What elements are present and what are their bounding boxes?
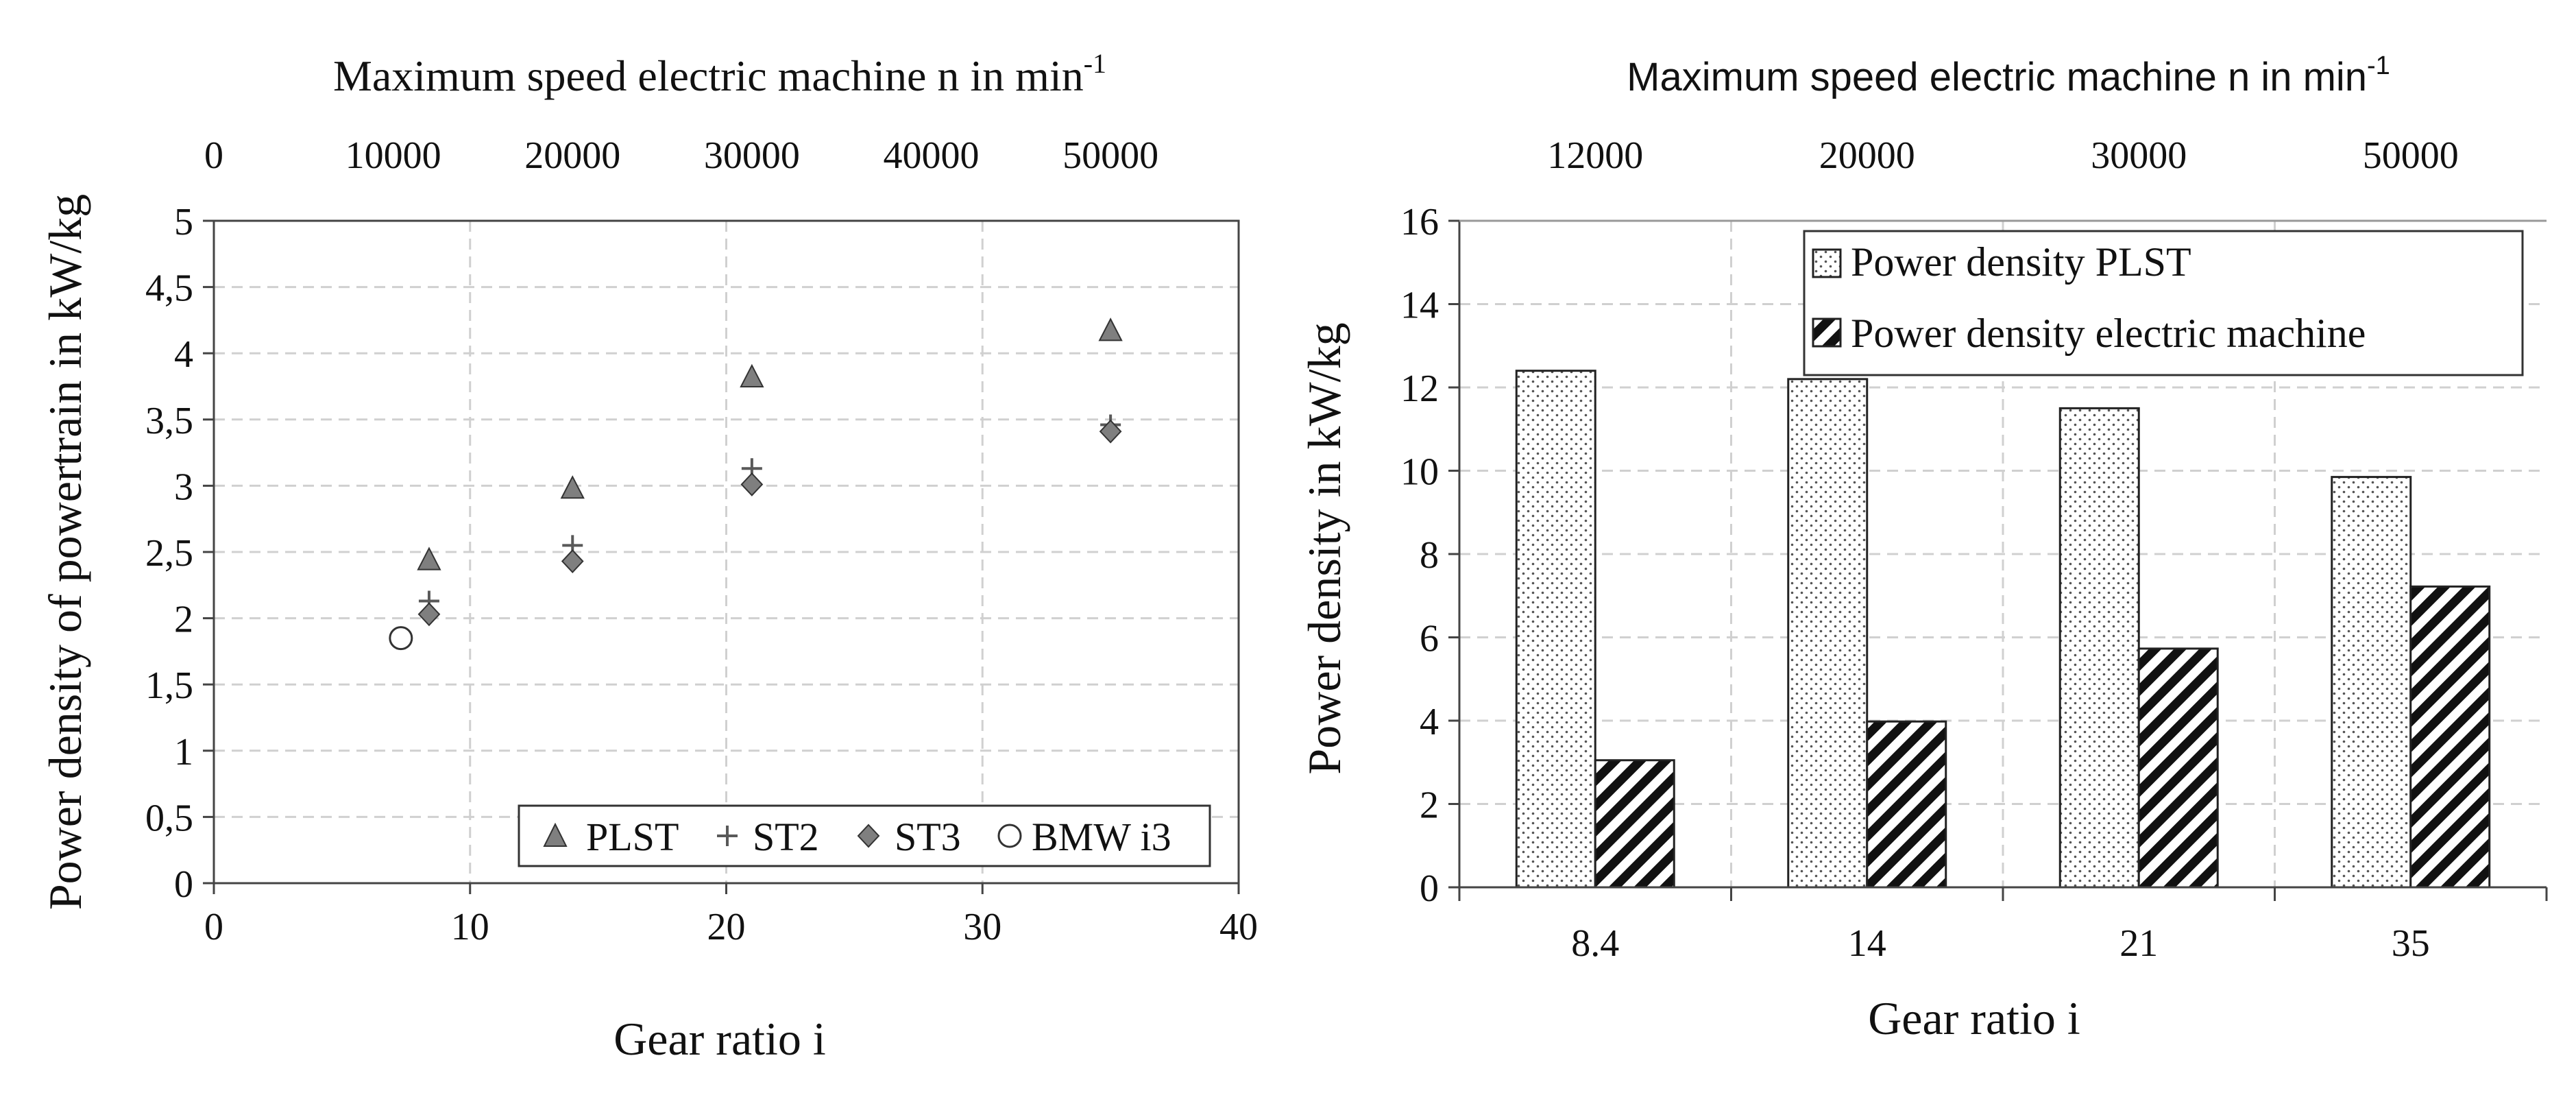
bar-y-tick-label: 4 <box>1420 701 1439 743</box>
bar-y-tick-label: 2 <box>1420 784 1439 827</box>
legend-item-st3: ST3 <box>857 815 961 859</box>
scatter-y-ticks: 0 0,5 1 1,5 2 2,5 3 3,5 4 4,5 5 <box>145 201 214 906</box>
bar-top-category-label: 50000 <box>2363 134 2459 177</box>
bar-power-density-electric-machine <box>2409 585 2491 889</box>
bar-y-tick-label: 12 <box>1400 368 1439 410</box>
bar-chart: 0 2 4 6 8 10 12 14 16 8.4 14 21 35 12000 20000 30000 5… <box>1298 51 2548 1044</box>
legend-item-plst: PLST <box>543 815 679 859</box>
scatter-top-tick-label: 20000 <box>524 134 620 177</box>
legend-item-power-density-plst: Power density PLST <box>1812 239 2191 285</box>
scatter-top-tick-label: 30000 <box>704 134 800 177</box>
bar-x-categories: 8.4 14 21 35 <box>1458 887 2548 965</box>
bar-x-category-label: 35 <box>2392 922 2430 965</box>
bar-x-axis-title: Gear ratio i <box>1868 992 2080 1044</box>
bar-y-tick-label: 14 <box>1400 285 1439 327</box>
bar-power-density-plst <box>2058 407 2140 889</box>
scatter-top-tick-label: 10000 <box>345 134 441 177</box>
scatter-chart: 0 0,5 1 1,5 2 2,5 3 3,5 4 4,5 5 0 10 20 30 40 0 10000 20… <box>39 48 1258 1065</box>
legend-item-bmw-i3: BMW i3 <box>997 815 1171 859</box>
bar-x-category-label: 14 <box>1848 922 1886 965</box>
legend-label-st2: ST2 <box>753 815 819 859</box>
legend-plus-icon <box>717 826 738 846</box>
legend-triangle-icon <box>543 822 568 847</box>
legend-label-power-density-plst: Power density PLST <box>1851 239 2191 285</box>
bar-power-density-plst <box>1515 370 1596 889</box>
bar-power-density-electric-machine <box>1866 720 1947 889</box>
bar-legend-box <box>1803 230 2524 376</box>
scatter-point-plst <box>560 475 585 499</box>
bar-top-category-label: 12000 <box>1547 134 1643 177</box>
bar-power-density-electric-machine <box>2137 647 2219 889</box>
bar-bars <box>1515 370 2491 889</box>
bar-y-tick-label: 16 <box>1400 201 1439 243</box>
legend-diamond-icon <box>857 824 880 848</box>
legend-hatched-swatch-icon <box>1812 317 1842 348</box>
legend-circle-icon <box>997 824 1022 848</box>
scatter-x-tick-label: 40 <box>1219 906 1258 948</box>
bar-x-category-label: 8.4 <box>1571 922 1619 965</box>
legend-label-bmw-i3: BMW i3 <box>1032 815 1171 859</box>
scatter-point-bmw-i3 <box>389 626 413 651</box>
scatter-y-tick-label: 2 <box>174 599 193 641</box>
scatter-point-plst <box>417 546 441 570</box>
bar-top-axis-title: Maximum speed electric machine n in min-… <box>1627 51 2390 99</box>
bar-power-density-plst <box>1787 378 1869 889</box>
scatter-y-axis-title: Power density of powertrain in kW/kg <box>39 194 91 910</box>
legend-label-power-density-electric-machine: Power density electric machine <box>1851 311 2366 356</box>
bar-power-density-plst <box>2331 476 2412 889</box>
legend-dotted-swatch-icon <box>1812 248 1842 278</box>
scatter-x-ticks: 0 10 20 30 40 <box>204 883 1258 948</box>
bar-power-density-electric-machine <box>1594 759 1675 889</box>
bar-y-tick-label: 0 <box>1420 867 1439 910</box>
scatter-legend: PLST ST2 ST3 BMW i3 <box>518 804 1211 867</box>
legend-label-st3: ST3 <box>895 815 961 859</box>
scatter-y-tick-label: 3 <box>174 466 193 508</box>
bar-x-category-label: 21 <box>2119 922 2158 965</box>
scatter-top-ticks: 0 10000 20000 30000 40000 50000 <box>204 134 1158 177</box>
scatter-y-tick-label: 0,5 <box>145 797 193 839</box>
scatter-point-plst <box>740 363 764 387</box>
scatter-y-tick-label: 3,5 <box>145 400 193 442</box>
scatter-top-tick-label: 50000 <box>1062 134 1158 177</box>
scatter-point-st3 <box>1099 419 1122 444</box>
bar-y-tick-label: 6 <box>1420 618 1439 660</box>
scatter-point-st3 <box>561 549 584 573</box>
legend-item-st2: ST2 <box>717 815 819 859</box>
legend-label-plst: PLST <box>586 815 679 859</box>
bar-top-categories: 12000 20000 30000 50000 <box>1547 134 2459 177</box>
bar-y-tick-label: 8 <box>1420 534 1439 577</box>
bar-top-category-label: 20000 <box>1819 134 1915 177</box>
scatter-point-st3 <box>417 602 441 627</box>
bar-y-tick-label: 10 <box>1400 451 1439 494</box>
bar-legend: Power density PLST Power density electri… <box>1803 230 2524 376</box>
scatter-x-tick-label: 10 <box>451 906 489 948</box>
scatter-x-tick-label: 20 <box>707 906 746 948</box>
scatter-y-tick-label: 2,5 <box>145 532 193 575</box>
scatter-top-tick-label: 0 <box>204 134 223 177</box>
scatter-y-tick-label: 4,5 <box>145 267 193 310</box>
scatter-x-tick-label: 30 <box>963 906 1001 948</box>
bar-y-axis-title: Power density in kW/kg <box>1298 322 1350 774</box>
bar-y-ticks: 0 2 4 6 8 10 12 14 16 <box>1400 201 1459 910</box>
scatter-grid <box>214 221 1239 883</box>
scatter-y-tick-label: 0 <box>174 863 193 906</box>
scatter-top-axis-title: Maximum speed electric machine n in min-… <box>333 48 1106 100</box>
scatter-x-tick-label: 0 <box>204 906 223 948</box>
scatter-y-tick-label: 1,5 <box>145 664 193 707</box>
scatter-y-tick-label: 5 <box>174 201 193 243</box>
bar-top-category-label: 30000 <box>2091 134 2187 177</box>
scatter-y-tick-label: 4 <box>174 333 193 376</box>
legend-item-power-density-electric-machine: Power density electric machine <box>1812 311 2366 356</box>
scatter-point-st3 <box>740 472 764 496</box>
scatter-point-plst <box>1098 317 1123 341</box>
scatter-y-tick-label: 1 <box>174 731 193 773</box>
scatter-top-tick-label: 40000 <box>884 134 980 177</box>
scatter-x-axis-title: Gear ratio i <box>613 1013 826 1065</box>
scatter-points <box>389 317 1123 651</box>
